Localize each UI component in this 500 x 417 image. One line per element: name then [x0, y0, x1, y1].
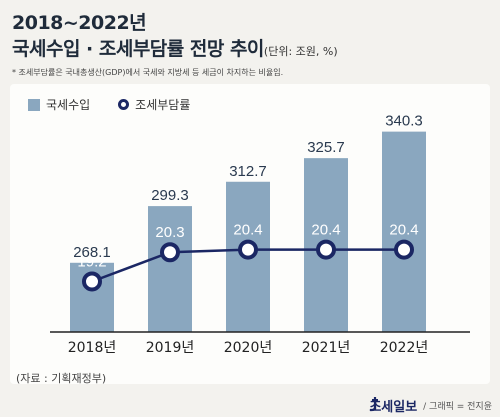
legend: 국세수입 조세부담률: [28, 96, 190, 113]
line-point: [238, 239, 258, 260]
combo-chart: 268.1 299.3 312.7 325.7 340.3 19.2 20.3 20.4 20.…: [50, 113, 470, 356]
graphic-credit: / 그래픽 = 전지윤: [423, 402, 492, 412]
line-value-label: 20.4: [311, 222, 340, 239]
chart-title-year-range: 2018~2022년: [12, 12, 147, 34]
chart-title-main: 국세수입 · 조세부담률 전망 추이: [12, 38, 264, 60]
bar-value-label: 268.1: [73, 244, 111, 261]
bar: [148, 206, 192, 332]
source-note: (자료 : 기획재정부): [16, 372, 107, 385]
line-value-label: 20.4: [389, 222, 418, 239]
bar-value-label: 340.3: [385, 113, 423, 130]
unit-label: (단위: 조원, %): [263, 45, 338, 58]
bar-value-label: 299.3: [151, 187, 189, 204]
line-value-label: 20.4: [233, 222, 262, 239]
line-point: [316, 239, 336, 260]
bar-value-label: 325.7: [307, 139, 345, 156]
line-value-label: 19.2: [77, 253, 106, 270]
line-point: [394, 239, 414, 260]
brand-name: 조세일보: [369, 400, 418, 415]
line-point: [160, 242, 180, 263]
x-tick-label: 2020년: [224, 340, 273, 356]
x-tick-label: 2019년: [146, 340, 195, 356]
chart-title: 국세수입 · 조세부담률 전망 추이(단위: 조원, %): [12, 34, 338, 61]
x-tick-label: 2022년: [380, 340, 429, 356]
line-point: [82, 271, 102, 292]
chart-panel: 국세수입 조세부담률 268.1 299.3 312.7 325.7 340.3 19.2…: [10, 84, 490, 384]
bar: [382, 131, 426, 332]
legend-swatch-line: [118, 99, 130, 110]
logo-icon: [370, 397, 379, 412]
x-tick-label: 2021년: [302, 340, 351, 356]
credit: 조세일보 / 그래픽 = 전지윤: [369, 396, 492, 415]
legend-label-line: 조세부담률: [135, 98, 191, 112]
x-tick-label: 2018년: [68, 340, 117, 356]
legend-label-bar: 국세수입: [46, 98, 91, 112]
bar-value-label: 312.7: [229, 163, 267, 180]
legend-swatch-bar: [28, 98, 40, 111]
footnote: * 조세부담률은 국내총생산(GDP)에서 국세와 지방세 등 세금이 차지하는…: [12, 68, 284, 77]
line-value-label: 20.3: [155, 224, 184, 241]
